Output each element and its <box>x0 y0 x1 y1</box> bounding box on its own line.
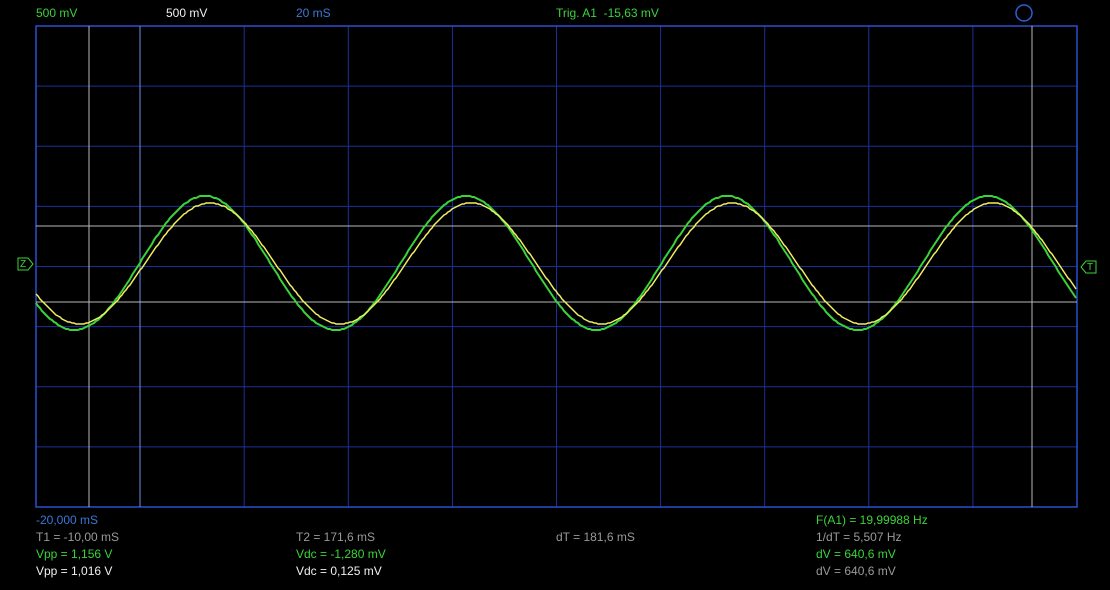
ch1-vpp: Vpp = 1,156 V <box>36 547 112 561</box>
ch2-dv: dV = 640,6 mV <box>816 564 896 578</box>
channel-1-trace <box>35 195 1077 331</box>
cursor-inv-dt-value: 1/dT = 5,507 Hz <box>816 530 902 544</box>
ch1-vdc: Vdc = -1,280 mV <box>296 547 386 561</box>
cursor-t2-value: T2 = 171,6 mS <box>296 530 375 544</box>
channel-2-trace <box>35 202 1077 325</box>
trigger-marker <box>1080 260 1097 274</box>
trigger-marker-label: T <box>1087 262 1093 273</box>
cursor-dt-value: dT = 181,6 mS <box>556 530 635 544</box>
trigger-info: Trig. A1 -15,63 mV <box>556 6 659 20</box>
timebase: 20 mS <box>296 6 331 20</box>
cursor-t1-value: T1 = -10,00 mS <box>36 530 119 544</box>
time-offset: -20,000 mS <box>36 513 98 527</box>
ch2-scale: 500 mV <box>166 6 207 20</box>
ch1-scale: 500 mV <box>36 6 77 20</box>
frequency: F(A1) = 19,99988 Hz <box>816 513 928 527</box>
ch2-vpp: Vpp = 1,016 V <box>36 564 112 578</box>
zero-marker-label: Z <box>20 259 26 270</box>
ch2-vdc: Vdc = 0,125 mV <box>296 564 382 578</box>
zero-marker <box>17 257 34 271</box>
ch1-dv: dV = 640,6 mV <box>816 547 896 561</box>
status-indicator[interactable] <box>1015 4 1033 22</box>
screen-border <box>35 25 1078 508</box>
